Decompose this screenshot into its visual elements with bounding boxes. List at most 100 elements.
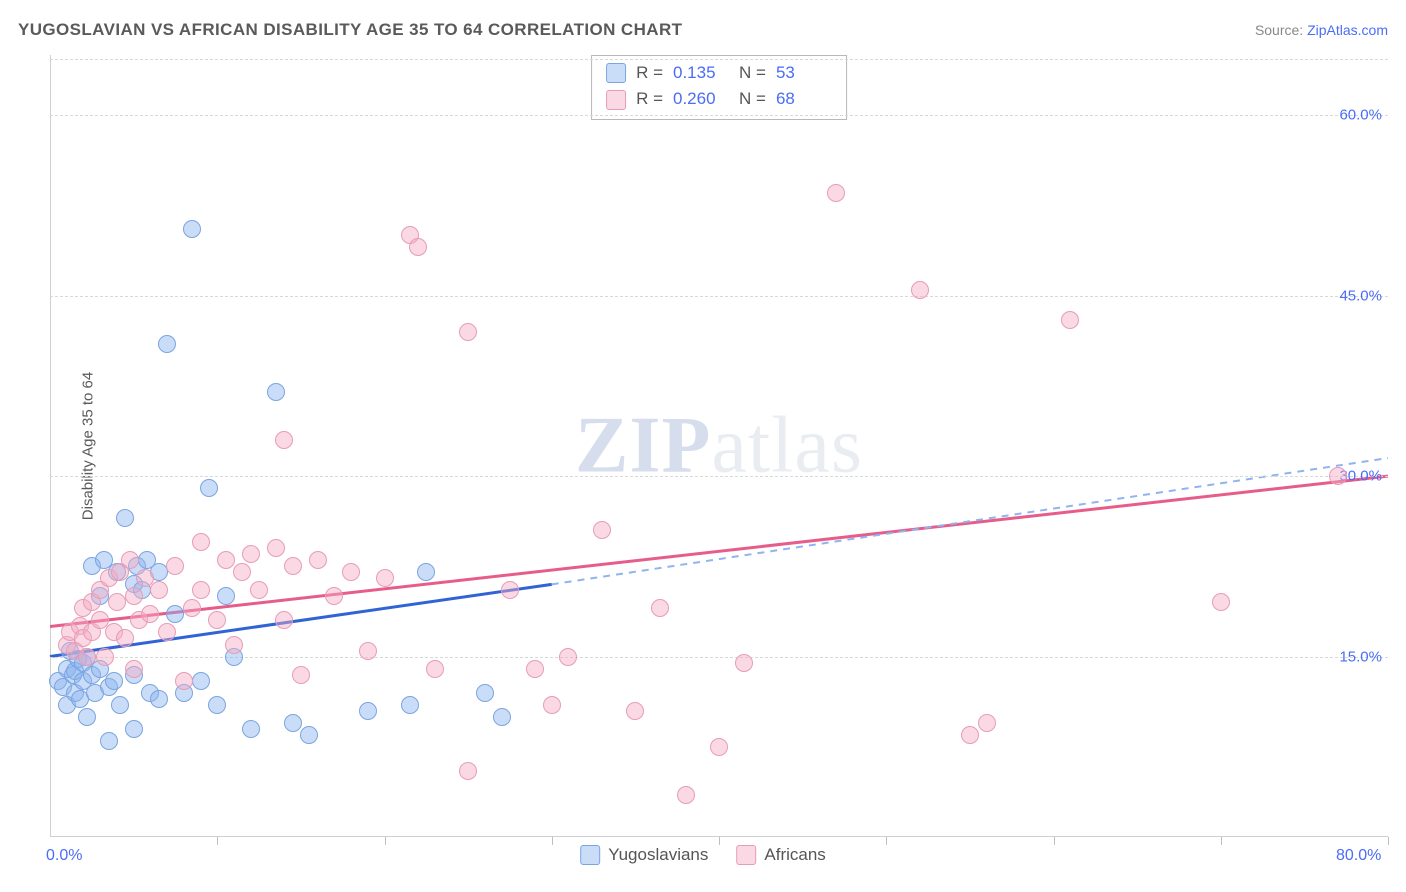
- scatter-point-africans: [1212, 593, 1230, 611]
- scatter-point-yugoslavians: [300, 726, 318, 744]
- scatter-point-africans: [376, 569, 394, 587]
- scatter-point-africans: [208, 611, 226, 629]
- scatter-point-africans: [275, 611, 293, 629]
- n-value-yugoslavians: 53: [776, 60, 832, 86]
- scatter-point-africans: [626, 702, 644, 720]
- scatter-point-africans: [1329, 467, 1347, 485]
- scatter-point-africans: [125, 587, 143, 605]
- scatter-point-africans: [526, 660, 544, 678]
- x-tick-mark: [217, 837, 218, 845]
- scatter-point-africans: [677, 786, 695, 804]
- swatch-yugoslavians: [606, 63, 626, 83]
- scatter-point-africans: [359, 642, 377, 660]
- scatter-point-africans: [426, 660, 444, 678]
- x-axis-max-label: 80.0%: [1336, 847, 1381, 865]
- x-tick-mark: [552, 837, 553, 845]
- y-tick-label: 15.0%: [1339, 648, 1382, 665]
- scatter-point-yugoslavians: [116, 509, 134, 527]
- x-tick-mark: [719, 837, 720, 845]
- legend-correlation-box: R = 0.135 N = 53 R = 0.260 N = 68: [591, 55, 847, 120]
- scatter-point-africans: [593, 521, 611, 539]
- scatter-point-yugoslavians: [150, 690, 168, 708]
- swatch-africans: [736, 845, 756, 865]
- y-axis-line: [50, 55, 51, 837]
- scatter-point-yugoslavians: [208, 696, 226, 714]
- source-link[interactable]: ZipAtlas.com: [1307, 22, 1388, 38]
- scatter-point-africans: [459, 323, 477, 341]
- legend-item-yugoslavians: Yugoslavians: [580, 845, 708, 865]
- legend-row-africans: R = 0.260 N = 68: [606, 86, 832, 112]
- scatter-point-africans: [543, 696, 561, 714]
- swatch-africans: [606, 90, 626, 110]
- scatter-point-africans: [409, 238, 427, 256]
- plot-area: ZIPatlas R = 0.135 N = 53 R = 0.260 N = …: [50, 55, 1388, 837]
- scatter-point-yugoslavians: [125, 720, 143, 738]
- scatter-point-africans: [309, 551, 327, 569]
- scatter-point-africans: [116, 629, 134, 647]
- scatter-point-africans: [192, 581, 210, 599]
- scatter-point-africans: [225, 636, 243, 654]
- scatter-point-africans: [192, 533, 210, 551]
- scatter-point-africans: [150, 581, 168, 599]
- scatter-point-africans: [1061, 311, 1079, 329]
- scatter-point-africans: [459, 762, 477, 780]
- n-value-africans: 68: [776, 86, 832, 112]
- r-label: R =: [636, 86, 663, 112]
- scatter-point-yugoslavians: [200, 479, 218, 497]
- x-tick-mark: [886, 837, 887, 845]
- scatter-point-africans: [175, 672, 193, 690]
- scatter-point-africans: [233, 563, 251, 581]
- scatter-point-yugoslavians: [78, 708, 96, 726]
- scatter-point-yugoslavians: [158, 335, 176, 353]
- scatter-point-yugoslavians: [192, 672, 210, 690]
- scatter-point-africans: [166, 557, 184, 575]
- r-label: R =: [636, 60, 663, 86]
- r-value-yugoslavians: 0.135: [673, 60, 729, 86]
- legend-series: Yugoslavians Africans: [580, 845, 826, 865]
- scatter-point-africans: [284, 557, 302, 575]
- scatter-point-yugoslavians: [183, 220, 201, 238]
- x-tick-mark: [385, 837, 386, 845]
- scatter-point-africans: [141, 605, 159, 623]
- scatter-point-africans: [735, 654, 753, 672]
- scatter-point-africans: [651, 599, 669, 617]
- scatter-point-africans: [125, 660, 143, 678]
- swatch-yugoslavians: [580, 845, 600, 865]
- x-tick-mark: [1054, 837, 1055, 845]
- scatter-point-yugoslavians: [242, 720, 260, 738]
- scatter-point-yugoslavians: [417, 563, 435, 581]
- legend-label-africans: Africans: [764, 845, 825, 865]
- scatter-point-africans: [267, 539, 285, 557]
- scatter-point-africans: [275, 431, 293, 449]
- y-tick-label: 45.0%: [1339, 287, 1382, 304]
- legend-label-yugoslavians: Yugoslavians: [608, 845, 708, 865]
- scatter-point-africans: [250, 581, 268, 599]
- scatter-point-africans: [827, 184, 845, 202]
- watermark: ZIPatlas: [575, 401, 863, 492]
- scatter-point-africans: [978, 714, 996, 732]
- scatter-point-yugoslavians: [359, 702, 377, 720]
- scatter-point-yugoslavians: [493, 708, 511, 726]
- x-tick-mark: [1221, 837, 1222, 845]
- grid-line: [50, 59, 1388, 60]
- scatter-point-yugoslavians: [105, 672, 123, 690]
- scatter-point-africans: [158, 623, 176, 641]
- y-tick-label: 60.0%: [1339, 107, 1382, 124]
- grid-line: [50, 115, 1388, 116]
- scatter-point-yugoslavians: [100, 732, 118, 750]
- x-axis-min-label: 0.0%: [46, 847, 82, 865]
- scatter-point-yugoslavians: [217, 587, 235, 605]
- scatter-point-africans: [108, 593, 126, 611]
- scatter-point-yugoslavians: [284, 714, 302, 732]
- scatter-point-africans: [78, 648, 96, 666]
- scatter-point-africans: [325, 587, 343, 605]
- n-label: N =: [739, 60, 766, 86]
- scatter-point-africans: [242, 545, 260, 563]
- scatter-point-yugoslavians: [166, 605, 184, 623]
- grid-line: [50, 657, 1388, 658]
- scatter-point-africans: [961, 726, 979, 744]
- scatter-point-yugoslavians: [267, 383, 285, 401]
- scatter-point-africans: [710, 738, 728, 756]
- scatter-point-africans: [96, 648, 114, 666]
- scatter-point-africans: [121, 551, 139, 569]
